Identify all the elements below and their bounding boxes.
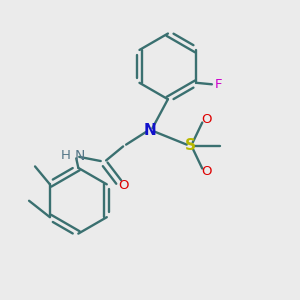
Text: S: S <box>185 138 196 153</box>
Text: N: N <box>74 149 85 163</box>
Text: O: O <box>118 179 128 192</box>
Text: O: O <box>201 113 211 126</box>
Text: N: N <box>144 123 156 138</box>
Text: F: F <box>214 78 222 91</box>
Text: H: H <box>61 149 71 162</box>
Text: O: O <box>201 165 211 178</box>
